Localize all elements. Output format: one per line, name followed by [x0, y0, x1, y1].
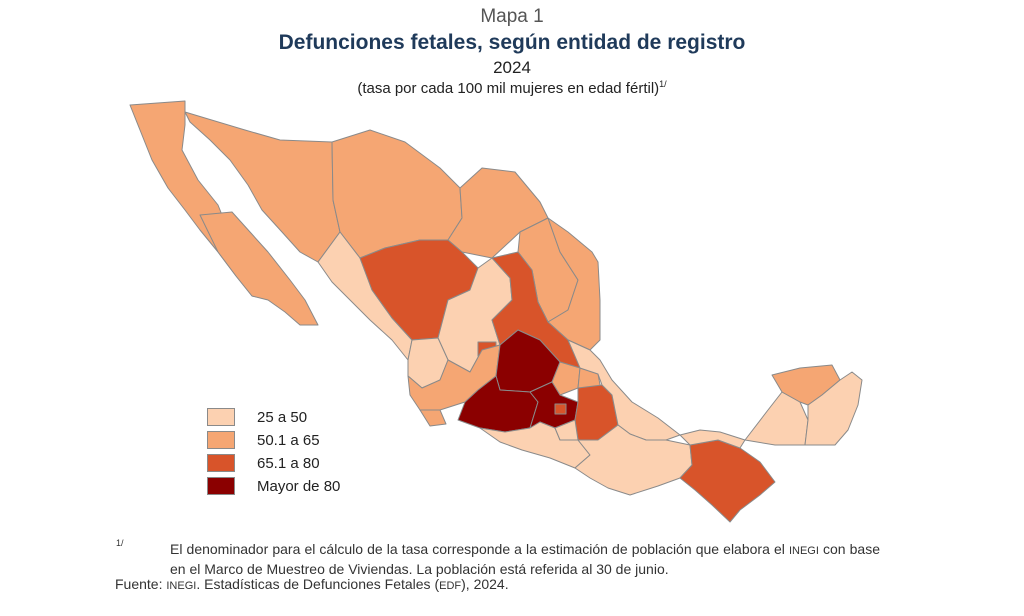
- source-edf: EDF: [439, 580, 462, 592]
- source-inegi: INEGI: [166, 580, 197, 592]
- source-label: Fuente:: [115, 576, 163, 592]
- state-ciudad-de-mexico: [554, 403, 567, 415]
- legend-label: 65.1 a 80: [257, 454, 320, 472]
- source-part: ), 2024.: [461, 576, 509, 592]
- legend-swatch: [207, 431, 235, 449]
- map-title: Defunciones fetales, según entidad de re…: [278, 31, 746, 54]
- legend-label: 50.1 a 65: [257, 431, 320, 449]
- legend-swatch: [207, 454, 235, 472]
- map-year: 2024: [493, 58, 531, 77]
- state-chihuahua: [331, 129, 463, 259]
- state-quintana-roo: [804, 371, 863, 446]
- source-line: Fuente: INEGI. Estadísticas de Defuncion…: [115, 576, 509, 592]
- state-sonora: [184, 111, 341, 263]
- state-chiapas: [679, 439, 776, 523]
- legend: 25 a 50 50.1 a 65 65.1 a 80 Mayor de 80: [207, 406, 340, 498]
- subtitle-text: (tasa por cada 100 mil mujeres en edad f…: [357, 80, 660, 97]
- footnote-part: El denominador para el cálculo de la tas…: [170, 541, 789, 557]
- footnote-text: El denominador para el cálculo de la tas…: [170, 540, 880, 578]
- source-part: . Estadísticas de Defunciones Fetales (: [196, 576, 440, 592]
- legend-swatch: [207, 408, 235, 426]
- state-tabasco: [679, 429, 746, 449]
- legend-label: 25 a 50: [257, 408, 308, 426]
- map-kicker: Mapa 1: [480, 6, 544, 27]
- legend-item: 25 a 50: [207, 406, 340, 428]
- state-baja-california-sur: [199, 211, 319, 326]
- legend-item: 50.1 a 65: [207, 429, 340, 451]
- state-colima: [419, 409, 447, 427]
- footnote-mark: 1/: [116, 538, 124, 548]
- footnote-inegi: INEGI: [788, 545, 819, 557]
- legend-item: 65.1 a 80: [207, 452, 340, 474]
- state-queretaro: [551, 361, 581, 396]
- map-subtitle: (tasa por cada 100 mil mujeres en edad f…: [0, 79, 1024, 97]
- state-campeche: [744, 391, 809, 446]
- legend-swatch: [207, 477, 235, 495]
- subtitle-ref: 1/: [659, 79, 667, 89]
- legend-item: Mayor de 80: [207, 475, 340, 497]
- legend-label: Mayor de 80: [257, 477, 341, 495]
- footnote-part: con base en el Marco de Muestreo de Vivi…: [170, 541, 880, 577]
